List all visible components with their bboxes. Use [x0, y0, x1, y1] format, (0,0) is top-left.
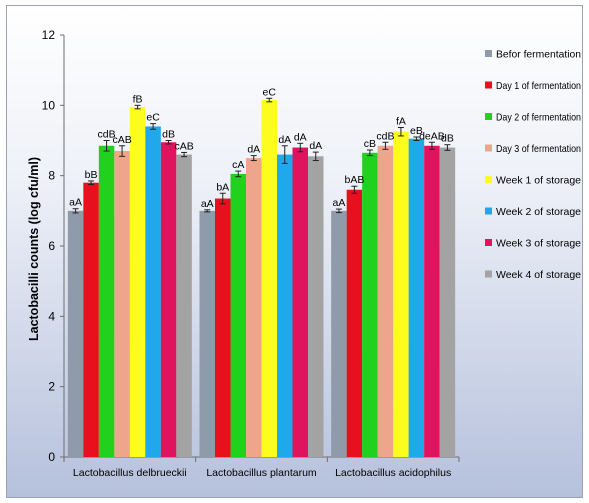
bar-data-label: dA: [294, 131, 307, 143]
bar: [98, 145, 115, 457]
chart-frame: 0 2 4 6 8 10 12 Lactobacillus delbrueckii Lactob…: [6, 5, 583, 498]
bar: [83, 182, 99, 457]
legend-entry: Week 2 of storage: [496, 206, 581, 218]
legend-entry: Befor fermentation: [496, 49, 581, 61]
bar-data-label: aA: [332, 197, 345, 209]
bar: [114, 151, 130, 458]
y-tick-label: 12: [42, 28, 56, 42]
bar-data-label: dA: [247, 144, 260, 156]
legend-swatch: [485, 50, 492, 57]
bar-data-label: dA: [278, 134, 291, 146]
legend-swatch: [485, 81, 492, 89]
bar-data-label: fA: [396, 115, 406, 127]
x-category-label: Lactobacillus acidophilus: [335, 467, 451, 479]
bar: [176, 154, 192, 458]
bar: [199, 210, 215, 457]
bar: [277, 154, 293, 458]
bar-data-label: eB: [410, 125, 423, 137]
bar-data-label: aA: [69, 197, 82, 209]
bar-data-label: cAB: [174, 140, 193, 152]
bar: [408, 138, 425, 457]
y-tick-label: 6: [48, 239, 55, 253]
legend-swatch: [485, 176, 492, 183]
legend-entry: Week 4 of storage: [496, 269, 581, 281]
y-tick-label: 2: [48, 380, 55, 394]
bar: [393, 131, 409, 457]
bar: [377, 145, 394, 457]
bar-data-label: bA: [216, 181, 229, 193]
bar: [160, 142, 177, 457]
bar-data-label: cA: [232, 159, 244, 171]
bar-data-label: eC: [146, 112, 160, 124]
bar-data-label: bAB: [344, 174, 364, 186]
bar-data-label: cAB: [112, 134, 131, 146]
legend-swatch: [485, 144, 492, 152]
legend-entry: Week 3 of storage: [496, 238, 581, 250]
y-tick-label: 8: [48, 169, 55, 183]
legend-swatch: [485, 207, 492, 215]
bar-data-label: cdB: [98, 129, 116, 141]
bar: [424, 145, 440, 457]
legend-entry: Day 3 of fermentation: [496, 143, 581, 155]
bar: [215, 198, 231, 457]
bar-data-label: aA: [201, 198, 214, 210]
bar: [129, 107, 146, 457]
bar-data-label: fB: [133, 93, 143, 105]
y-tick-label: 4: [48, 309, 55, 323]
bar-data-label: cB: [364, 138, 376, 150]
legend-swatch: [485, 239, 492, 246]
legend-entry: Week 1 of storage: [496, 175, 581, 187]
bar: [230, 173, 246, 458]
bar: [362, 152, 378, 457]
bar: [308, 156, 324, 457]
bar: [67, 210, 84, 457]
bar: [331, 210, 347, 457]
bar-data-label: cdB: [376, 130, 394, 142]
legend-swatch: [485, 270, 492, 278]
bar-data-label: deAB: [419, 130, 445, 142]
y-tick-label: 0: [48, 450, 55, 464]
legend-entry: Day 1 of fermentation: [496, 80, 581, 92]
bar-data-label: dB: [162, 129, 175, 141]
bar: [261, 100, 277, 457]
bar-data-label: bB: [85, 169, 98, 181]
bar: [145, 126, 161, 457]
bar-data-label: dA: [309, 140, 322, 152]
y-axis-title: Lactobacilli counts (log cfu/ml): [27, 157, 41, 341]
legend-entry: Day 2 of fermentation: [496, 112, 581, 124]
bar: [439, 147, 456, 458]
bar-data-label: dB: [441, 133, 454, 145]
bar: [346, 189, 363, 457]
legend-swatch: [485, 113, 492, 120]
bar: [246, 158, 262, 458]
x-category-label: Lactobacillus plantarum: [206, 467, 317, 479]
bar-data-label: eC: [263, 86, 277, 98]
y-tick-label: 10: [42, 98, 56, 112]
x-category-label: Lactobacillus delbrueckii: [73, 467, 187, 479]
bar-chart: 0 2 4 6 8 10 12 Lactobacillus delbrueckii Lactob…: [7, 6, 582, 497]
bar: [292, 147, 308, 458]
